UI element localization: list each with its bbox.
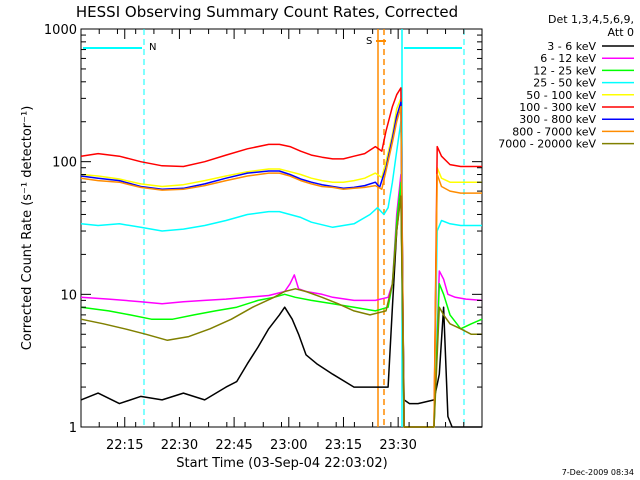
- legend-label: 25 - 50 keV: [533, 77, 596, 90]
- legend-label: 50 - 100 keV: [526, 89, 596, 102]
- saa-annotation-label: S: [366, 36, 372, 47]
- legend-title-line-1: Det 1,3,4,5,6,9,: [548, 13, 634, 26]
- legend-label: 12 - 25 keV: [533, 64, 596, 77]
- legend-label: 7000 - 20000 keV: [498, 138, 596, 151]
- x-axis-label: Start Time (03-Sep-04 22:03:02): [176, 456, 387, 471]
- y-tick-label: 1000: [44, 23, 77, 38]
- generated-timestamp: 7-Dec-2009 08:34: [562, 468, 634, 477]
- x-tick-label: 22:45: [215, 438, 252, 453]
- night-annotation-label: N: [149, 42, 156, 53]
- x-tick-label: 23:15: [325, 438, 362, 453]
- x-tick-label: 22:30: [161, 438, 198, 453]
- series-line-2: [80, 181, 483, 428]
- x-tick-label: 22:15: [106, 438, 143, 453]
- chart-title: HESSI Observing Summary Count Rates, Cor…: [76, 3, 458, 21]
- y-axis: 1 10 100 1000: [44, 23, 482, 436]
- y-tick-label: 100: [52, 156, 77, 171]
- series-line-7: [80, 105, 482, 428]
- series-line-4: [80, 97, 482, 428]
- legend-label: 100 - 300 keV: [519, 101, 596, 114]
- legend-title-line-2: Att 0: [608, 26, 634, 39]
- y-axis-label: Corrected Count Rate (s⁻¹ detector⁻¹): [20, 106, 35, 351]
- x-tick-label: 23:30: [379, 438, 416, 453]
- series-line-5: [80, 87, 482, 428]
- x-tick-label: 23:00: [270, 438, 307, 453]
- legend-label: 800 - 7000 keV: [512, 125, 596, 138]
- series-line-8: [80, 195, 482, 428]
- annotation-layer: NS: [83, 29, 465, 427]
- legend-label: 6 - 12 keV: [540, 52, 596, 65]
- y-tick-label: 10: [60, 288, 77, 303]
- series-layer: [80, 87, 483, 428]
- series-line-6: [80, 101, 434, 428]
- series-line-1: [80, 173, 483, 428]
- series-line-3: [80, 120, 482, 428]
- legend-label: 300 - 800 keV: [519, 113, 596, 126]
- legend-label: 3 - 6 keV: [547, 40, 596, 53]
- y-tick-label: 1: [69, 421, 77, 436]
- series-line-0: [80, 190, 482, 428]
- plot-area: NS: [80, 28, 483, 428]
- x-axis: 22:15 22:30 22:45 23:00 23:15 23:30: [98, 29, 465, 453]
